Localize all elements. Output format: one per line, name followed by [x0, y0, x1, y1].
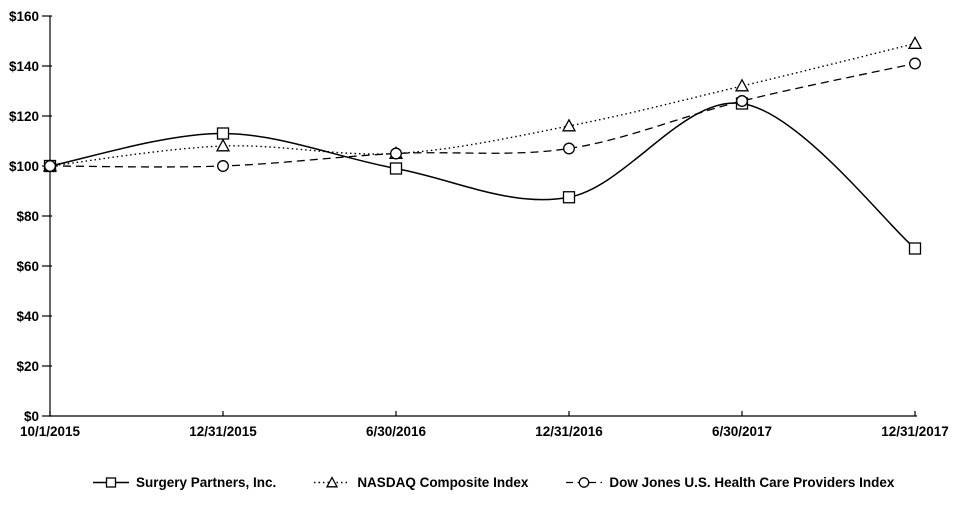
series-markers-1: [42, 35, 923, 172]
triangle-marker-icon: [734, 78, 750, 92]
circle-marker-icon: [909, 57, 921, 70]
square-marker-icon: [216, 127, 230, 140]
x-axis-tick-label: 6/30/2016: [366, 424, 427, 439]
triangle-marker-icon: [907, 35, 923, 49]
legend-item-nasdaq: NASDAQ Composite Index: [314, 475, 528, 490]
triangle-marker-icon: [215, 138, 231, 152]
circle-marker-icon: [44, 160, 56, 172]
legend-dashed-line-circle-icon: [566, 477, 603, 488]
series-line-2: [49, 62, 916, 168]
axes: [49, 16, 917, 417]
y-axis-tick-label: $140: [9, 59, 39, 74]
legend-solid-line-square-icon: [93, 477, 129, 488]
y-axis-tick-label: $60: [16, 259, 39, 274]
y-axis-tick-label: $80: [16, 209, 39, 224]
legend-label-dow-jones: Dow Jones U.S. Health Care Providers Ind…: [609, 475, 895, 490]
series-markers-0: [43, 97, 922, 255]
legend-dotted-line-triangle-icon: [314, 476, 351, 488]
y-axis-tick-label: $40: [16, 309, 39, 324]
x-axis-tick-label: 12/31/2015: [189, 424, 257, 439]
legend-label-nasdaq: NASDAQ Composite Index: [357, 475, 529, 490]
y-axis-tick-label: $20: [16, 359, 39, 374]
series-line-0: [49, 102, 916, 250]
x-axis-tick-label: 6/30/2017: [712, 424, 772, 439]
series-markers-2: [44, 57, 921, 172]
x-axis-tick-label: 12/31/2017: [881, 424, 949, 439]
circle-marker-icon: [563, 142, 575, 155]
y-axis-tick-label: $0: [24, 409, 39, 424]
series-line-1: [49, 42, 916, 167]
x-axis-tick-label: 10/1/2015: [20, 424, 81, 439]
square-marker-icon: [562, 191, 576, 204]
square-marker-icon: [908, 242, 922, 255]
triangle-marker-icon: [561, 118, 577, 132]
x-axis-tick-label: 12/31/2016: [535, 424, 603, 439]
legend-item-surgery-partners: Surgery Partners, Inc.: [93, 475, 276, 490]
circle-marker-icon: [217, 160, 229, 172]
square-marker-icon: [389, 162, 403, 175]
chart-legend: Surgery Partners, Inc. NASDAQ Composite …: [93, 475, 955, 490]
y-axis-tick-label: $160: [9, 9, 39, 24]
y-axis-tick-label: $120: [9, 109, 39, 124]
circle-marker-icon: [736, 95, 748, 107]
y-axis-tick-label: $100: [9, 159, 39, 174]
chart-canvas: $0 $20 $40 $60 $80 $100 $120 $140 $160 10/1/2015 1…: [9, 9, 949, 439]
circle-marker-icon: [390, 147, 402, 160]
legend-item-dow-jones: Dow Jones U.S. Health Care Providers Ind…: [566, 475, 894, 490]
legend-label-surgery-partners: Surgery Partners, Inc.: [136, 475, 277, 490]
